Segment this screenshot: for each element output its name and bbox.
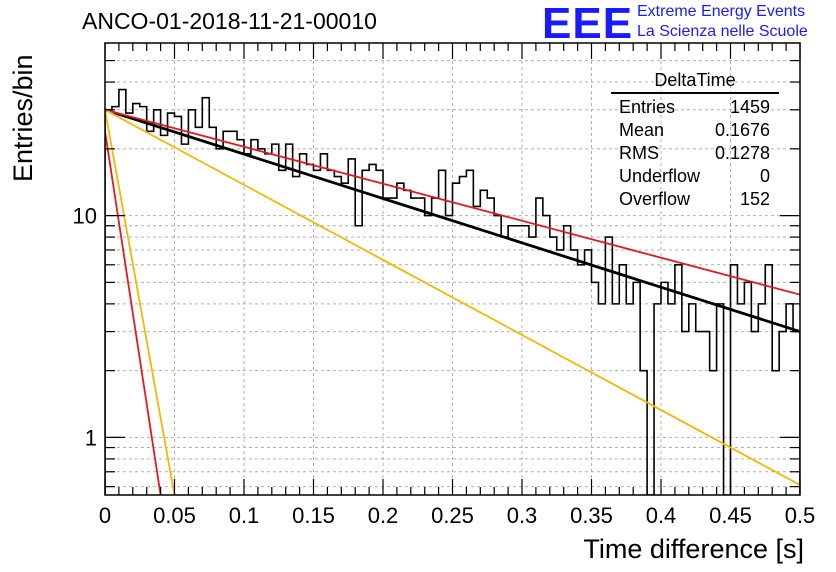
fit-line-red-slow [105,108,800,296]
x-tick-label: 0.5 [785,503,816,528]
x-tick-label: 0.45 [709,503,752,528]
fit-line-red-fast [105,131,162,495]
plot-title: ANCO-01-2018-11-21-00010 [82,8,377,34]
x-axis-label: Time difference [s] [583,534,804,564]
x-tick-label: 0.2 [368,503,399,528]
fit-line-yellow-fast [105,109,176,495]
stats-title: DeltaTime [611,70,779,94]
x-tick-label: 0.35 [570,503,613,528]
stat-row-overflow: Overflow 152 [611,188,779,211]
x-tick-label: 0.15 [292,503,335,528]
stat-value: 0.1676 [714,120,770,140]
x-tick-label: 0.4 [646,503,677,528]
org-name: Extreme Energy Events [637,3,806,20]
stats-box: DeltaTime Entries 1459 Mean 0.1676 RMS 0… [611,70,779,211]
stat-value: 1459 [729,97,770,117]
x-tick-label: 0.05 [153,503,196,528]
org-subtitle: La Scienza nelle Scuole [637,23,808,40]
stat-label: RMS [619,143,659,163]
x-tick-label: 0.1 [229,503,260,528]
eee-logo: EEE [542,0,634,48]
histogram-outline [105,88,800,495]
y-tick-label: 1 [85,425,97,450]
y-axis-label: Entries/bin [8,54,38,182]
logo-text: EEE [542,0,634,48]
fit-line-black [105,108,800,333]
stat-value: 0.1278 [714,143,770,163]
stat-row-entries: Entries 1459 [611,96,779,119]
x-tick-label: 0.25 [431,503,474,528]
stat-row-underflow: Underflow 0 [611,165,779,188]
stat-label: Entries [619,97,676,117]
x-tick-label: 0 [99,503,111,528]
y-tick-label: 10 [73,204,97,229]
stat-value: 152 [739,189,770,209]
fit-line-yellow-slow [105,108,800,486]
stat-label: Overflow [619,189,691,209]
stat-row-rms: RMS 0.1278 [611,142,779,165]
stat-label: Mean [619,120,665,140]
stat-row-mean: Mean 0.1676 [611,119,779,142]
stat-value: 0 [759,166,770,186]
x-tick-label: 0.3 [507,503,538,528]
stat-label: Underflow [619,166,701,186]
